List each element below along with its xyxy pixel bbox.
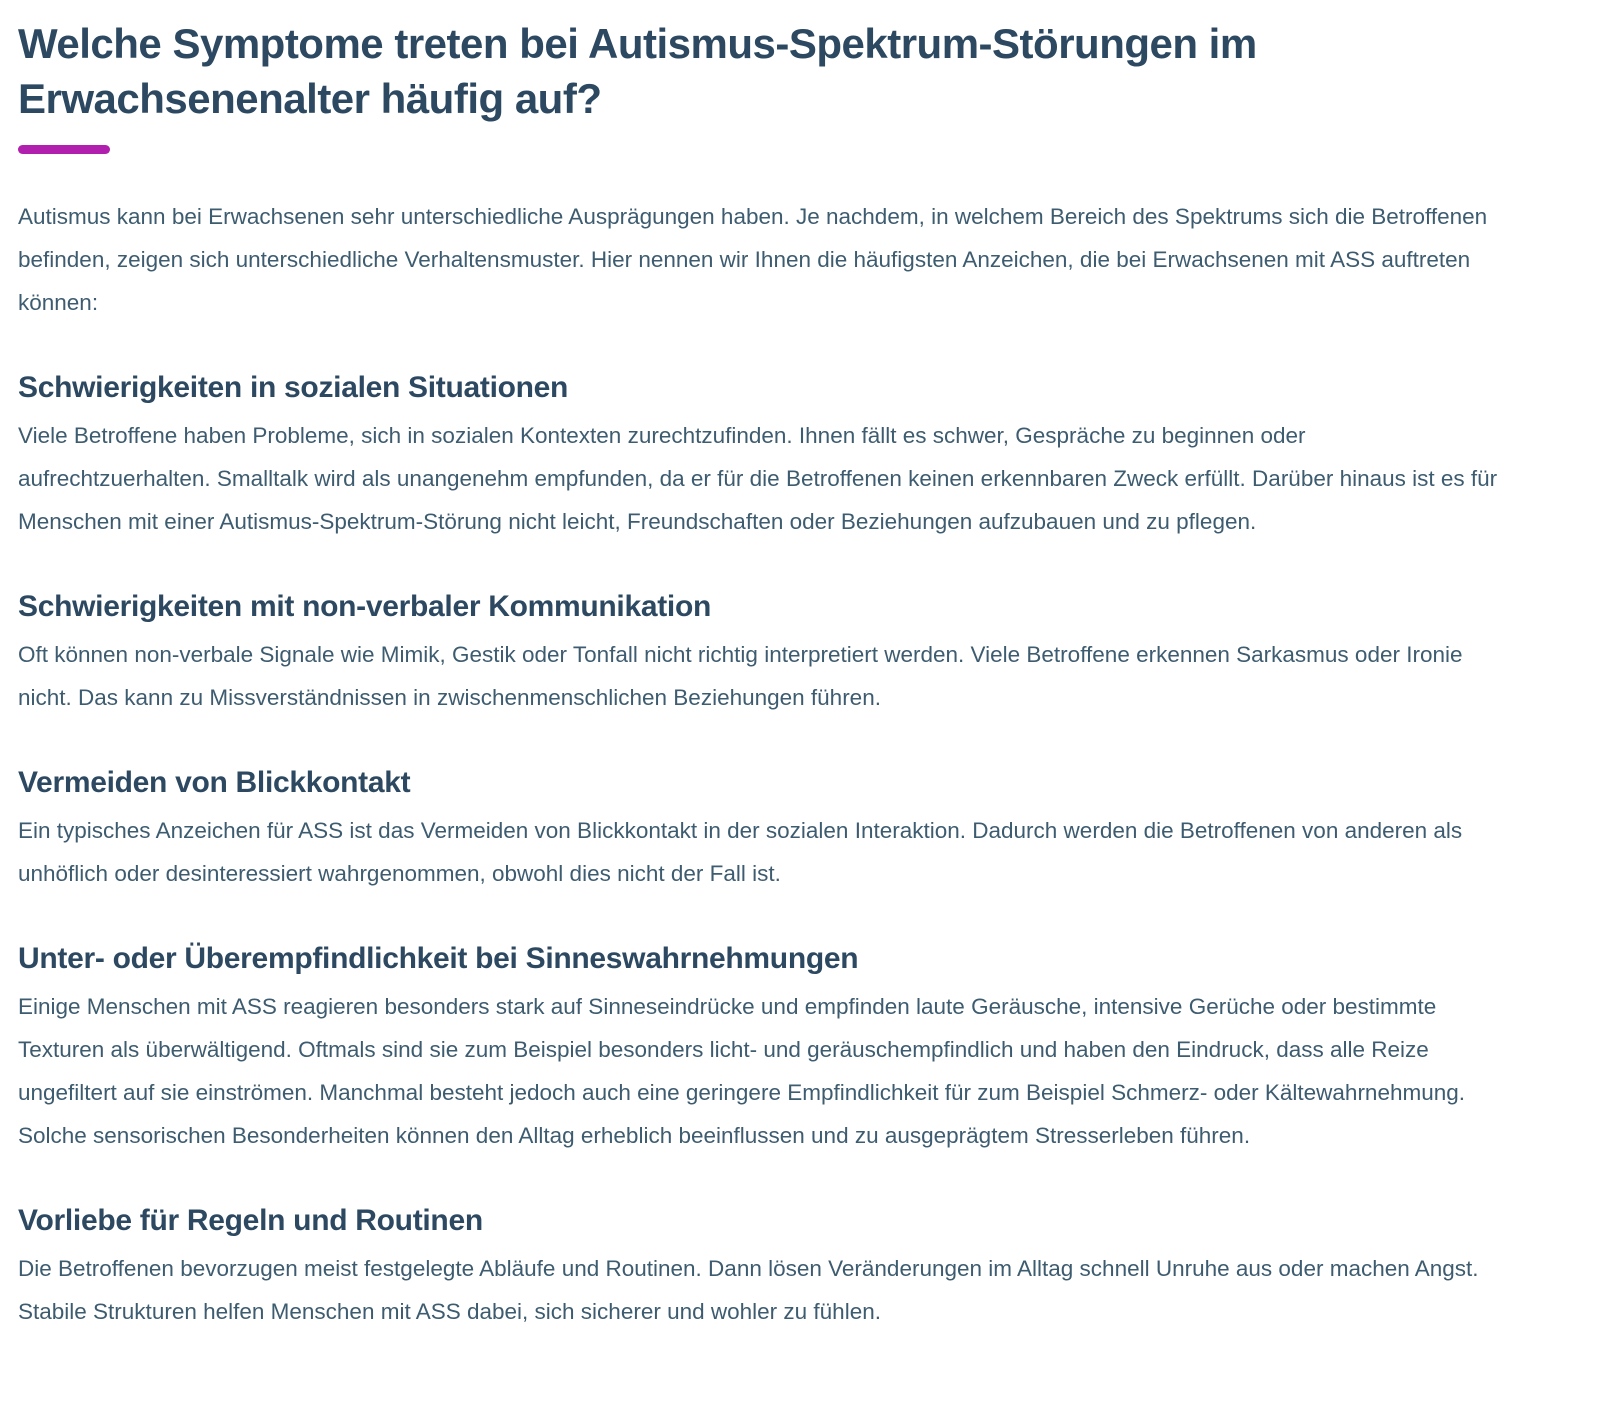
section-heading: Vorliebe für Regeln und Routinen: [18, 1204, 483, 1237]
section-heading: Unter- oder Überempfindlichkeit bei Sinn…: [18, 942, 859, 975]
section-paragraph: Die Betroffenen bevorzugen meist festgel…: [18, 1256, 1479, 1324]
section-paragraph: Oft können non-verbale Signale wie Mimik…: [18, 642, 1463, 710]
section-rules-routines: Vorliebe für Regeln und Routinen Die Bet…: [18, 1202, 1499, 1333]
section-heading: Vermeiden von Blickkontakt: [18, 766, 411, 799]
section-heading: Schwierigkeiten in sozialen Situationen: [18, 371, 569, 404]
section-heading: Schwierigkeiten mit non-verbaler Kommuni…: [18, 590, 712, 623]
section-paragraph: Einige Menschen mit ASS reagieren besond…: [18, 994, 1466, 1148]
accent-bar: [18, 145, 110, 154]
section-nonverbal-communication: Schwierigkeiten mit non-verbaler Kommuni…: [18, 588, 1499, 719]
section-paragraph: Ein typisches Anzeichen für ASS ist das …: [18, 818, 1463, 886]
section-sensory-sensitivity: Unter- oder Überempfindlichkeit bei Sinn…: [18, 940, 1499, 1157]
section-social-situations: Schwierigkeiten in sozialen Situationen …: [18, 369, 1499, 543]
section-paragraph: Viele Betroffene haben Probleme, sich in…: [18, 423, 1498, 534]
page-title: Welche Symptome treten bei Autismus-Spek…: [18, 20, 1257, 122]
intro-paragraph: Autismus kann bei Erwachsenen sehr unter…: [18, 204, 1488, 315]
section-eye-contact: Vermeiden von Blickkontakt Ein typisches…: [18, 764, 1499, 895]
